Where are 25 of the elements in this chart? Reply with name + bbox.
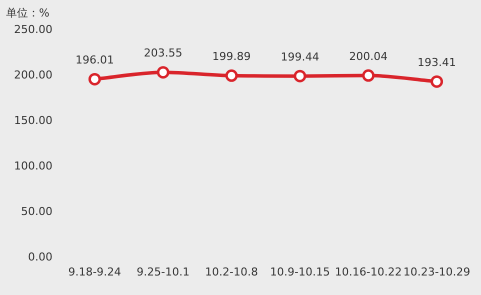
y-tick-label: 150.00 <box>14 114 52 127</box>
point <box>225 69 238 82</box>
data-label: 200.04 <box>349 50 388 63</box>
x-tick-label: 10.16-10.22 <box>334 265 402 278</box>
data-label: 203.55 <box>144 46 182 60</box>
x-tick-label: 9.25-10.1 <box>136 265 190 278</box>
y-tick-label: 100.00 <box>14 160 52 173</box>
y-axis-title: 单位：% <box>6 6 50 20</box>
x-tick-label: 10.2-10.8 <box>205 265 258 278</box>
y-tick-label: 200.00 <box>14 68 52 82</box>
data-label: 196.01 <box>75 54 114 67</box>
x-tick-label: 9.18-9.24 <box>68 265 122 278</box>
point <box>430 75 444 88</box>
point <box>156 66 170 79</box>
data-label: 193.41 <box>418 56 456 69</box>
point <box>362 69 375 82</box>
data-label: 199.89 <box>212 50 251 64</box>
point <box>88 72 101 86</box>
x-tick-label: 10.9-10.15 <box>270 265 330 278</box>
y-tick-label: 50.00 <box>20 205 52 218</box>
data-label: 199.44 <box>280 50 320 64</box>
y-tick-label: 250.00 <box>14 22 52 36</box>
point <box>294 70 306 82</box>
y-tick-label: 0.00 <box>28 250 52 264</box>
x-tick-label: 10.23-10.29 <box>403 265 470 278</box>
